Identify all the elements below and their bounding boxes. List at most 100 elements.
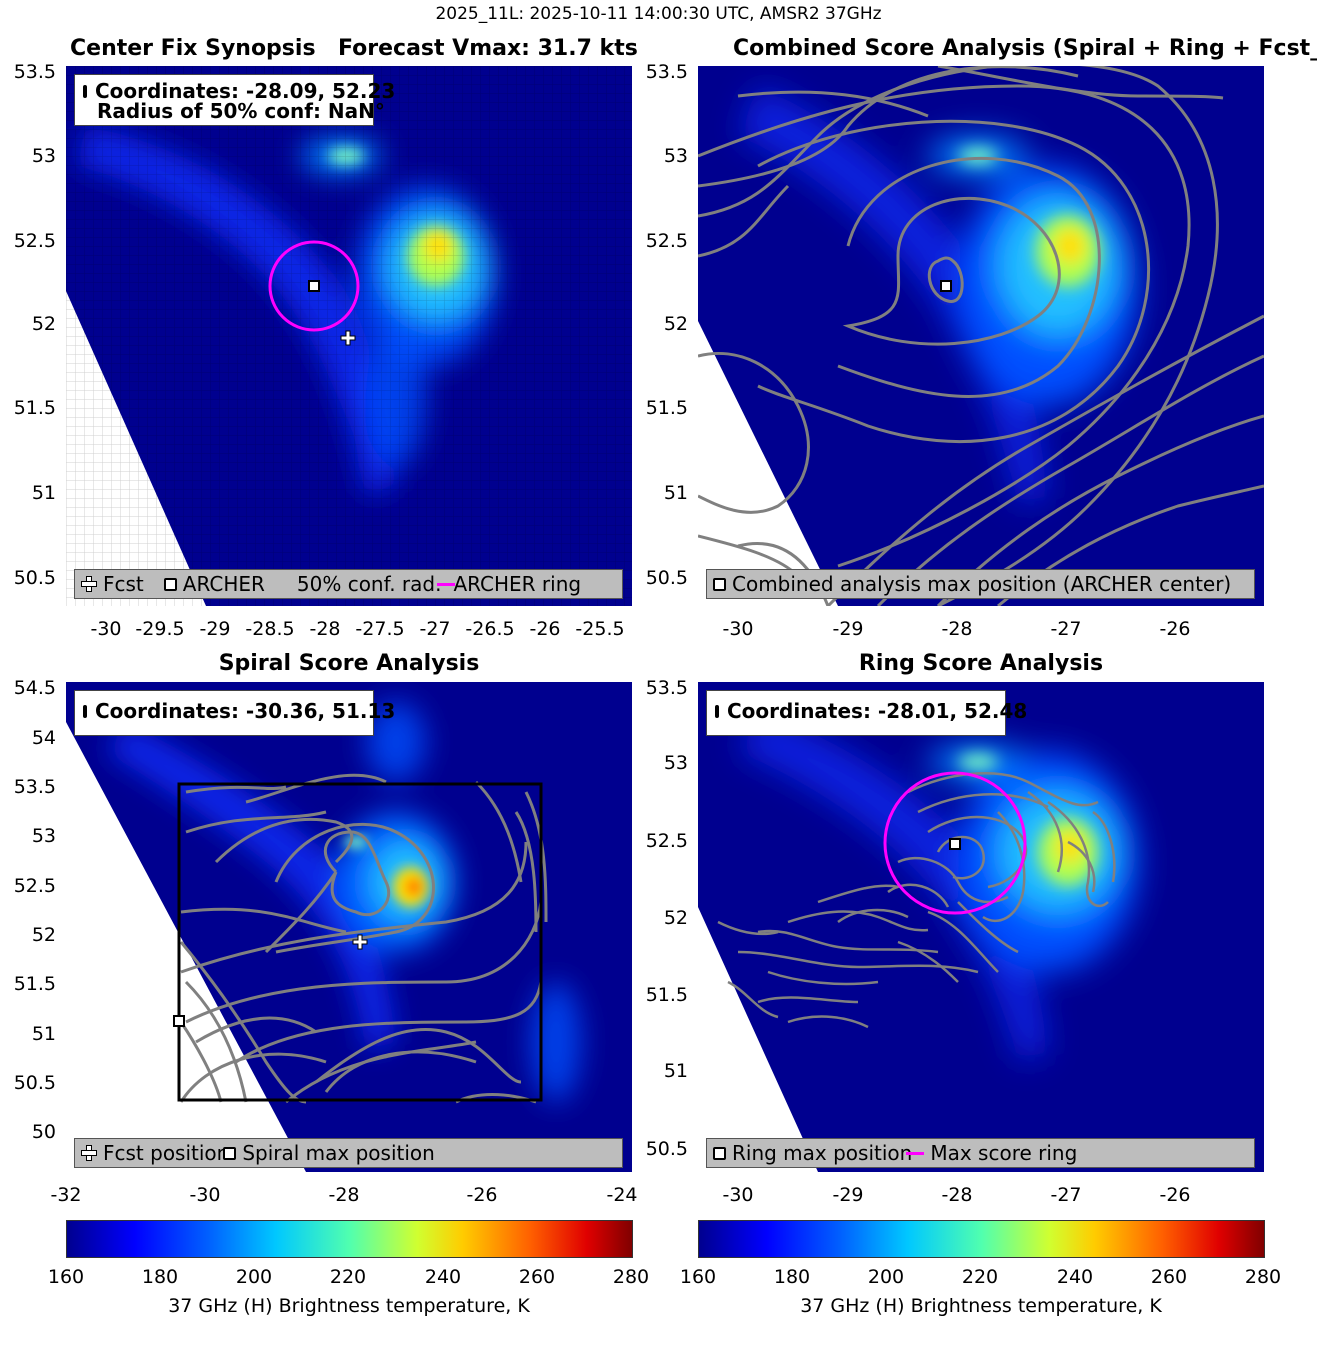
ytick: 51: [31, 482, 56, 504]
cbar-tick: 200: [235, 1266, 273, 1288]
colorbar-left: [66, 1220, 633, 1258]
legend-spiral-max: Spiral max position: [242, 1141, 435, 1165]
legend-fcst: Fcst: [103, 572, 144, 596]
ring-title: Ring Score Analysis: [858, 651, 1104, 676]
synopsis-vmax-title: Forecast Vmax: 31.7 kts: [338, 36, 638, 61]
ytick: 52: [663, 313, 688, 335]
xtick: -27.5: [355, 618, 405, 640]
forecast-marker: [340, 330, 356, 346]
forecast-plus-icon: [81, 576, 97, 592]
synopsis-coordinates: Coordinates: -28.09, 52.23: [95, 79, 396, 103]
xtick: -26: [1159, 618, 1191, 640]
colorbar-right-label: 37 GHz (H) Brightness temperature, K: [800, 1295, 1162, 1317]
ytick: 51: [31, 1023, 56, 1045]
synopsis-plot: Coordinates: -28.09, 52.23 Radius of 50%…: [66, 66, 632, 606]
legend-max-score-ring: Max score ring: [930, 1141, 1078, 1165]
xtick: -28: [309, 618, 341, 640]
ytick: 50.5: [13, 1072, 56, 1094]
synopsis-title: Center Fix Synopsis: [70, 36, 316, 61]
ytick: 52.5: [13, 875, 56, 897]
combined-title: Combined Score Analysis (Spiral + Ring +…: [733, 36, 1317, 61]
square-marker-icon: [83, 704, 87, 718]
cbar-tick: 280: [612, 1266, 650, 1288]
ytick: 53.5: [645, 61, 688, 83]
synopsis-info-box: Coordinates: -28.09, 52.23 Radius of 50%…: [74, 74, 395, 126]
ytick: 50.5: [13, 567, 56, 589]
ytick: 52: [31, 313, 56, 335]
archer-center-marker: [308, 280, 320, 292]
xtick: -27: [1050, 618, 1082, 640]
legend-conf: 50% conf. rad.: [296, 572, 442, 596]
cbar-tick: 220: [961, 1266, 999, 1288]
legend-ring-max: Ring max position: [732, 1141, 913, 1165]
xtick: -26: [529, 618, 561, 640]
ring-max-marker: [949, 838, 961, 850]
magenta-line-icon: [906, 1151, 925, 1155]
xtick: -24: [606, 1184, 638, 1206]
ytick: 53: [31, 825, 56, 847]
xtick: -30: [90, 618, 122, 640]
spiral-heatmap: [66, 682, 632, 1172]
synopsis-radius: Radius of 50% conf: NaN: [97, 99, 375, 123]
combined-legend: Combined analysis max position (ARCHER c…: [706, 569, 1255, 599]
ring-legend: Ring max position Max score ring: [706, 1138, 1255, 1168]
ytick: 53.5: [13, 776, 56, 798]
legend-fcst-position: Fcst position: [103, 1141, 230, 1165]
cbar-tick: 180: [773, 1266, 811, 1288]
spiral-info-box: Coordinates: -30.36, 51.13: [74, 690, 395, 736]
square-marker-icon: [715, 704, 719, 718]
colorbar-left-label: 37 GHz (H) Brightness temperature, K: [168, 1295, 530, 1317]
xtick: -32: [50, 1184, 82, 1206]
xtick: -29: [199, 618, 231, 640]
xtick: -29: [832, 618, 864, 640]
archer-ring: [268, 240, 360, 332]
synopsis-heatmap: [66, 66, 632, 606]
ytick: 53: [31, 145, 56, 167]
synopsis-legend: Fcst ARCHER 50% conf. rad. ARCHER ring: [74, 569, 623, 599]
combined-max-marker: [940, 280, 952, 292]
colorbar-right: [698, 1220, 1265, 1258]
ytick: 52.5: [645, 230, 688, 252]
spiral-max-marker: [173, 1015, 185, 1027]
ytick: 53.5: [13, 61, 56, 83]
archer-square-icon: [163, 577, 177, 591]
legend-combined-max: Combined analysis max position (ARCHER c…: [732, 572, 1232, 596]
cbar-tick: 180: [141, 1266, 179, 1288]
xtick: -26.5: [465, 618, 515, 640]
xtick: -26: [1159, 1184, 1191, 1206]
cbar-tick: 260: [518, 1266, 556, 1288]
xtick: -30: [722, 618, 754, 640]
cbar-tick: 160: [47, 1266, 85, 1288]
cbar-tick: 260: [1150, 1266, 1188, 1288]
spiral-coordinates: Coordinates: -30.36, 51.13: [95, 699, 396, 723]
ytick: 53: [663, 752, 688, 774]
xtick: -27: [419, 618, 451, 640]
forecast-plus-icon: [81, 1145, 97, 1161]
xtick: -30: [189, 1184, 221, 1206]
spiral-legend: Fcst position Spiral max position: [74, 1138, 623, 1168]
degree-symbol: °: [374, 99, 385, 123]
ring-plot: Coordinates: -28.01, 52.48 Ring max posi…: [698, 682, 1264, 1172]
spiral-plot: Coordinates: -30.36, 51.13 Fcst position…: [66, 682, 632, 1172]
ring-coordinates: Coordinates: -28.01, 52.48: [727, 699, 1028, 723]
max-score-ring: [883, 771, 1027, 915]
xtick: -29: [832, 1184, 864, 1206]
xtick: -30: [722, 1184, 754, 1206]
ytick: 54.5: [13, 677, 56, 699]
ytick: 52: [663, 907, 688, 929]
ytick: 51.5: [645, 397, 688, 419]
archer-square-icon: [83, 84, 87, 98]
forecast-marker: [352, 934, 368, 950]
square-marker-icon: [713, 1146, 726, 1160]
xtick: -28.5: [245, 618, 295, 640]
ytick: 51.5: [13, 973, 56, 995]
ytick: 50.5: [645, 1138, 688, 1160]
figure-suptitle: 2025_11L: 2025-10-11 14:00:30 UTC, AMSR2…: [435, 4, 882, 24]
ytick: 51: [663, 482, 688, 504]
spiral-title: Spiral Score Analysis: [218, 651, 480, 676]
cbar-tick: 280: [1244, 1266, 1282, 1288]
ytick: 53: [663, 145, 688, 167]
ytick: 52: [31, 924, 56, 946]
no-data-region: [698, 321, 838, 606]
cbar-tick: 240: [1056, 1266, 1094, 1288]
